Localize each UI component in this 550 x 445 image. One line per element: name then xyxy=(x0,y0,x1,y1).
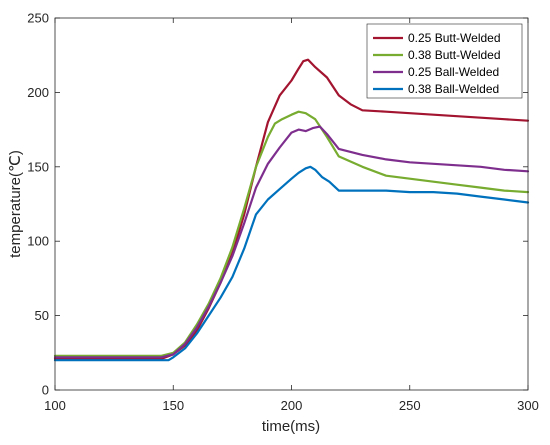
legend: 0.25 Butt-Welded 0.38 Butt-Welded 0.25 Bal… xyxy=(366,23,523,99)
y-tick-label: 50 xyxy=(35,308,49,323)
y-tick-label: 250 xyxy=(27,11,49,26)
y-tick-label: 200 xyxy=(27,85,49,100)
legend-label-3: 0.25 Ball-Welded xyxy=(408,65,499,79)
x-axis-title: time(ms) xyxy=(262,418,320,435)
y-tick-label: 0 xyxy=(42,383,49,398)
series-line-4 xyxy=(53,165,530,362)
series-layer xyxy=(53,58,530,362)
legend-label-1: 0.25 Butt-Welded xyxy=(408,31,501,45)
tick-layer: 100 150 200 250 300 0 50 100 150 200 250 xyxy=(27,11,539,414)
x-tick-label: 150 xyxy=(162,398,184,413)
x-tick-label: 100 xyxy=(44,398,66,413)
series-line-1 xyxy=(53,58,530,360)
x-tick-label: 300 xyxy=(517,398,539,413)
legend-box xyxy=(366,23,523,99)
y-tick-label: 150 xyxy=(27,159,49,174)
x-tick-label: 200 xyxy=(281,398,303,413)
series-line-3 xyxy=(53,125,530,359)
y-tick-label: 100 xyxy=(27,234,49,249)
legend-label-4: 0.38 Ball-Welded xyxy=(408,82,499,96)
series-line-2 xyxy=(53,110,530,357)
legend-label-2: 0.38 Butt-Welded xyxy=(408,48,501,62)
x-tick-label: 250 xyxy=(399,398,421,413)
y-axis-title: temperature(℃) xyxy=(7,150,24,258)
